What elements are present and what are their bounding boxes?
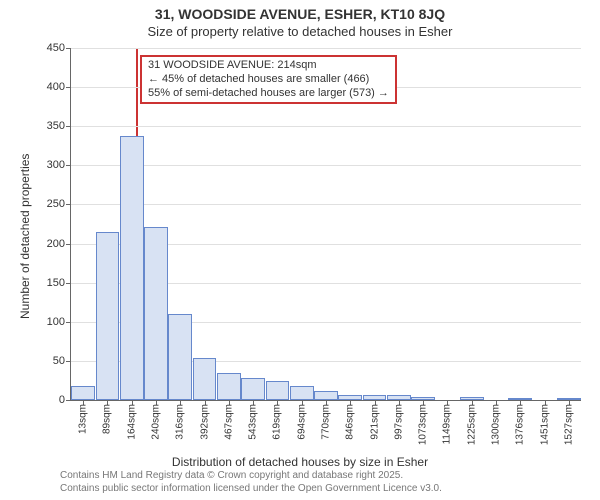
footer-line-2: Contains public sector information licen… bbox=[60, 483, 442, 496]
annotation-line-1: 31 WOODSIDE AVENUE: 214sqm bbox=[148, 59, 389, 73]
ytick-label: 100 bbox=[47, 316, 65, 328]
gridline bbox=[71, 165, 581, 166]
xtick-label: 997sqm bbox=[393, 404, 404, 440]
ytick-label: 200 bbox=[47, 238, 65, 250]
xtick-label: 543sqm bbox=[248, 404, 259, 440]
ytick-mark bbox=[66, 400, 71, 401]
ytick-label: 50 bbox=[53, 355, 65, 367]
xtick-label: 13sqm bbox=[78, 404, 89, 434]
gridline bbox=[71, 204, 581, 205]
annotation-line-3: 55% of semi-detached houses are larger (… bbox=[148, 87, 389, 101]
gridline bbox=[71, 48, 581, 49]
bar bbox=[144, 227, 168, 400]
ytick-label: 250 bbox=[47, 198, 65, 210]
ytick-label: 300 bbox=[47, 159, 65, 171]
bar bbox=[241, 378, 265, 400]
xtick-label: 89sqm bbox=[102, 404, 113, 434]
ytick-label: 0 bbox=[59, 394, 65, 406]
ytick-label: 150 bbox=[47, 277, 65, 289]
xtick-label: 1073sqm bbox=[418, 404, 429, 445]
x-axis-title: Distribution of detached houses by size … bbox=[0, 455, 600, 469]
xtick-label: 921sqm bbox=[369, 404, 380, 440]
ytick-label: 450 bbox=[47, 42, 65, 54]
annotation-line-2: ← 45% of detached houses are smaller (46… bbox=[148, 73, 389, 87]
ytick-mark bbox=[66, 283, 71, 284]
y-axis-title: Number of detached properties bbox=[18, 154, 32, 319]
xtick-label: 1376sqm bbox=[515, 404, 526, 445]
ytick-mark bbox=[66, 204, 71, 205]
xtick-label: 316sqm bbox=[175, 404, 186, 440]
xtick-label: 240sqm bbox=[151, 404, 162, 440]
footer-line-1: Contains HM Land Registry data © Crown c… bbox=[60, 470, 442, 483]
ytick-mark bbox=[66, 126, 71, 127]
xtick-label: 1527sqm bbox=[563, 404, 574, 445]
bar bbox=[71, 386, 95, 400]
ytick-mark bbox=[66, 244, 71, 245]
footer-attribution: Contains HM Land Registry data © Crown c… bbox=[60, 470, 442, 495]
xtick-label: 392sqm bbox=[199, 404, 210, 440]
xtick-label: 1225sqm bbox=[466, 404, 477, 445]
page-title-line2: Size of property relative to detached ho… bbox=[0, 24, 600, 39]
bar bbox=[217, 373, 241, 400]
xtick-label: 1149sqm bbox=[442, 404, 453, 444]
ytick-mark bbox=[66, 322, 71, 323]
ytick-mark bbox=[66, 361, 71, 362]
ytick-mark bbox=[66, 87, 71, 88]
xtick-label: 1300sqm bbox=[491, 404, 502, 445]
ytick-mark bbox=[66, 48, 71, 49]
bar bbox=[314, 391, 338, 400]
xtick-label: 164sqm bbox=[126, 404, 137, 440]
xtick-label: 846sqm bbox=[345, 404, 356, 440]
xtick-label: 619sqm bbox=[272, 404, 283, 440]
bar bbox=[120, 136, 144, 400]
bar bbox=[96, 232, 120, 400]
xtick-label: 1451sqm bbox=[539, 404, 550, 445]
xtick-label: 467sqm bbox=[223, 404, 234, 440]
ytick-label: 350 bbox=[47, 120, 65, 132]
ytick-label: 400 bbox=[47, 81, 65, 93]
chart-container: 31, WOODSIDE AVENUE, ESHER, KT10 8JQ Siz… bbox=[0, 0, 600, 500]
bar bbox=[168, 314, 192, 400]
annotation-box: 31 WOODSIDE AVENUE: 214sqm ← 45% of deta… bbox=[140, 55, 397, 104]
xtick-label: 770sqm bbox=[321, 404, 332, 440]
bar bbox=[290, 386, 314, 400]
gridline bbox=[71, 126, 581, 127]
bar bbox=[266, 381, 290, 400]
page-title-line1: 31, WOODSIDE AVENUE, ESHER, KT10 8JQ bbox=[0, 6, 600, 22]
bar bbox=[193, 358, 217, 400]
xtick-label: 694sqm bbox=[296, 404, 307, 440]
ytick-mark bbox=[66, 165, 71, 166]
